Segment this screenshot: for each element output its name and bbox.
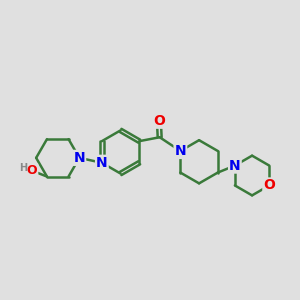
Text: H: H: [19, 163, 28, 172]
Text: N: N: [229, 159, 241, 172]
Text: N: N: [96, 156, 108, 170]
Text: N: N: [175, 144, 186, 158]
Text: O: O: [263, 178, 275, 193]
Text: N: N: [74, 151, 85, 165]
Text: O: O: [27, 164, 37, 177]
Text: O: O: [153, 114, 165, 128]
